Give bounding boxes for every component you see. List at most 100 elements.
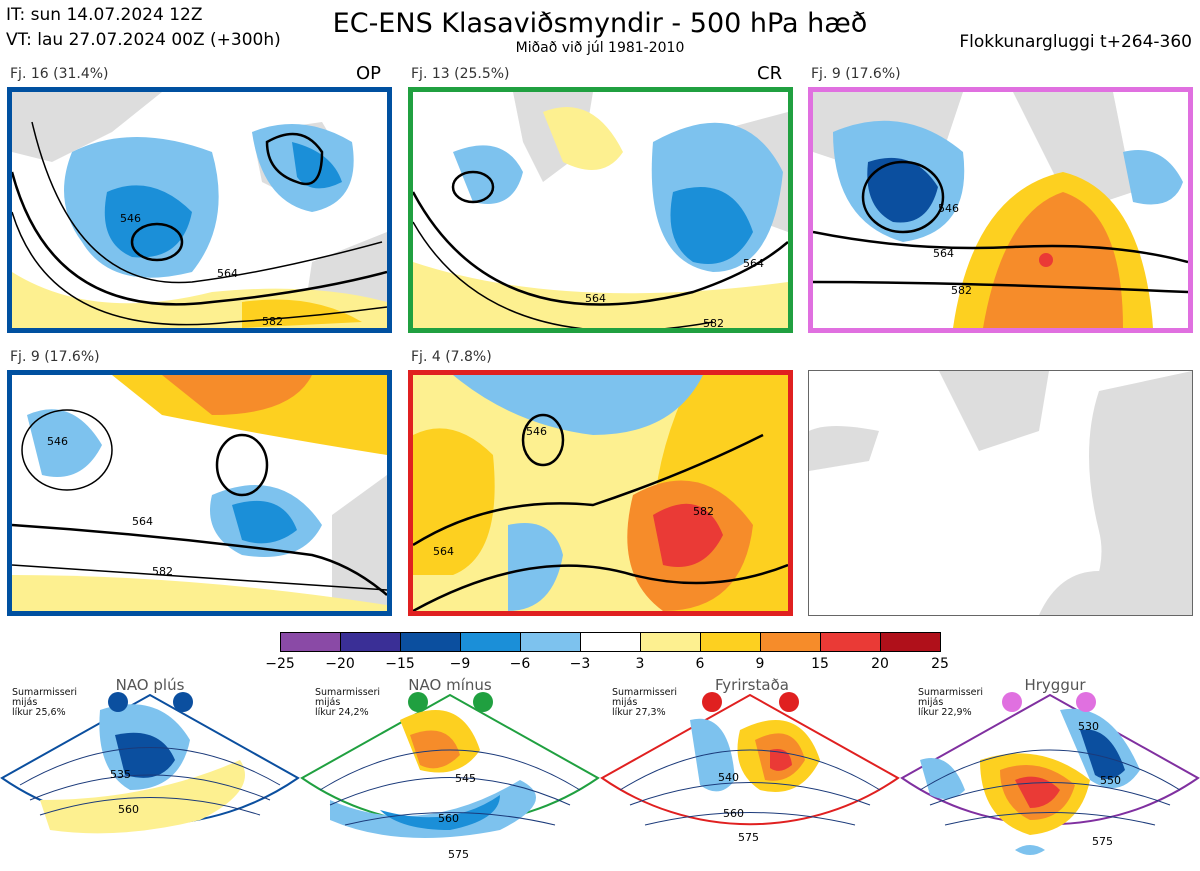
- regime-3-label-a: 540: [718, 771, 739, 784]
- land-arctic: [939, 371, 1049, 451]
- anomaly-negative-strong: [867, 157, 938, 223]
- contour-582: [413, 563, 788, 611]
- anomaly-negative-strong: [104, 185, 192, 258]
- panel-5-label: Fj. 4 (7.8%): [411, 349, 492, 365]
- regime-2-info: Sumarmisseri mijás líkur 24,2%: [315, 687, 381, 718]
- regime-1-label-a: 535: [110, 768, 131, 781]
- cluster-map-5[interactable]: 546 564 582: [408, 370, 793, 616]
- land-africa: [1039, 571, 1099, 615]
- contour-low: [21, 409, 113, 491]
- colorbar-swatch: [400, 632, 461, 652]
- colorbar-swatch: [640, 632, 701, 652]
- cluster-map-3[interactable]: 546 564 582: [808, 87, 1193, 333]
- contour-label-564: 564: [585, 292, 606, 305]
- regime-2-label-b: 560: [438, 812, 459, 825]
- colorbar-swatch: [580, 632, 641, 652]
- regime-map-nao-minus: 545 560 575: [300, 692, 600, 861]
- colorbar-tick: 9: [755, 656, 765, 672]
- contour-label-564: 564: [433, 545, 454, 558]
- colorbar-tick: −6: [509, 656, 531, 672]
- contour-label-582: 582: [703, 317, 724, 328]
- colorbar-tick: 15: [811, 656, 829, 672]
- anomaly-negative: [453, 145, 523, 204]
- anomaly-positive-strong: [162, 375, 312, 415]
- contour-564: [12, 171, 387, 306]
- colorbar-tick: −25: [265, 656, 295, 672]
- contour-label-564: 564: [217, 267, 238, 280]
- contour-low: [451, 170, 495, 204]
- anomaly-positive: [413, 262, 788, 328]
- contour-low: [521, 413, 565, 467]
- anomaly-negative-2-strong: [232, 500, 297, 544]
- contour-label-564: 564: [132, 515, 153, 528]
- contour-label-546: 546: [526, 425, 547, 438]
- colorbar-tick: 6: [695, 656, 705, 672]
- contour-label-546: 546: [938, 202, 959, 215]
- panel-2-label: Fj. 13 (25.5%): [411, 66, 510, 82]
- anomaly-positive-strong: [242, 299, 362, 328]
- cluster-map-2[interactable]: 564 564 582: [408, 87, 793, 333]
- contour-label-564b: 564: [743, 257, 764, 270]
- regime-4-label-a: 530: [1078, 720, 1099, 733]
- contour-label-582: 582: [693, 505, 714, 518]
- empty-map: [808, 370, 1193, 616]
- contour-582: [12, 211, 387, 326]
- regime-1-label-b: 560: [118, 803, 139, 816]
- contour-546: [31, 121, 383, 284]
- panel-3-label: Fj. 9 (17.6%): [811, 66, 901, 82]
- contour-low: [130, 222, 184, 262]
- land-europe: [332, 475, 387, 611]
- regime-3-info: Sumarmisseri mijás líkur 27,3%: [612, 687, 678, 718]
- regime-map-hryggur: 530 550 575: [900, 692, 1200, 855]
- colorbar-swatch: [340, 632, 401, 652]
- regime-3-label-c: 575: [738, 831, 759, 844]
- colorbar-swatch: [820, 632, 881, 652]
- cluster-map-4[interactable]: 546 564 582: [7, 370, 392, 616]
- colorbar-tick: −3: [569, 656, 591, 672]
- contour-582: [813, 280, 1188, 294]
- regime-map-nao-plus: 535 560: [0, 692, 300, 834]
- colorbar-tick: 3: [635, 656, 645, 672]
- panel-2-tag: CR: [757, 63, 783, 84]
- regime-1-info: Sumarmisseri mijás líkur 25,6%: [12, 687, 78, 718]
- colorbar-swatch: [520, 632, 581, 652]
- anomaly-negative-2-strong: [292, 142, 342, 189]
- regime-maps: 535 560 545 560 575 540 560 575: [0, 692, 1200, 861]
- contour-582: [12, 564, 387, 591]
- contour-label-564: 564: [933, 247, 954, 260]
- contour-564: [813, 230, 1188, 264]
- regime-2-label-a: 545: [455, 772, 476, 785]
- regime-4-info: Sumarmisseri mijás líkur 22,9%: [918, 687, 984, 718]
- regime-1-title: NAO plús: [115, 676, 185, 694]
- contour-label-546: 546: [47, 435, 68, 448]
- panel-1-tag: OP: [356, 63, 382, 84]
- contour-564: [12, 523, 387, 596]
- anomaly-negative: [27, 409, 102, 477]
- land-greenland: [809, 426, 879, 471]
- anomaly-positive-2: [543, 107, 623, 170]
- colorbar-swatch: [760, 632, 821, 652]
- contour-label-582: 582: [262, 315, 283, 328]
- contour-label-582: 582: [152, 565, 173, 578]
- colorbar-tick: 20: [871, 656, 889, 672]
- colorbar-tick: −15: [385, 656, 415, 672]
- cluster-map-1[interactable]: 546 564 582: [7, 87, 392, 333]
- regime-2-label-c: 575: [448, 848, 469, 861]
- regime-4-title: Hryggur: [1024, 676, 1086, 694]
- contour-low-2: [265, 132, 324, 186]
- page-title: EC-ENS Klasaviðsmyndir - 500 hPa hæð: [332, 8, 868, 39]
- regime-4-label-b: 550: [1100, 774, 1121, 787]
- valid-time: VT: lau 27.07.2024 00Z (+300h): [6, 30, 281, 50]
- land-greenland: [12, 92, 162, 162]
- anomaly-negative-2: [1123, 150, 1183, 205]
- anomaly-negative: [453, 375, 703, 435]
- anomaly-peak: [1039, 253, 1053, 267]
- anomaly-negative-2-strong: [670, 187, 753, 264]
- colorbar-tick: −20: [325, 656, 355, 672]
- anomaly-positive: [413, 428, 495, 575]
- regime-4-label-c: 575: [1092, 835, 1113, 848]
- contour-564: [413, 433, 764, 547]
- contour-564: [413, 191, 788, 306]
- land-europe: [1079, 371, 1192, 615]
- panel-4-label: Fj. 9 (17.6%): [10, 349, 100, 365]
